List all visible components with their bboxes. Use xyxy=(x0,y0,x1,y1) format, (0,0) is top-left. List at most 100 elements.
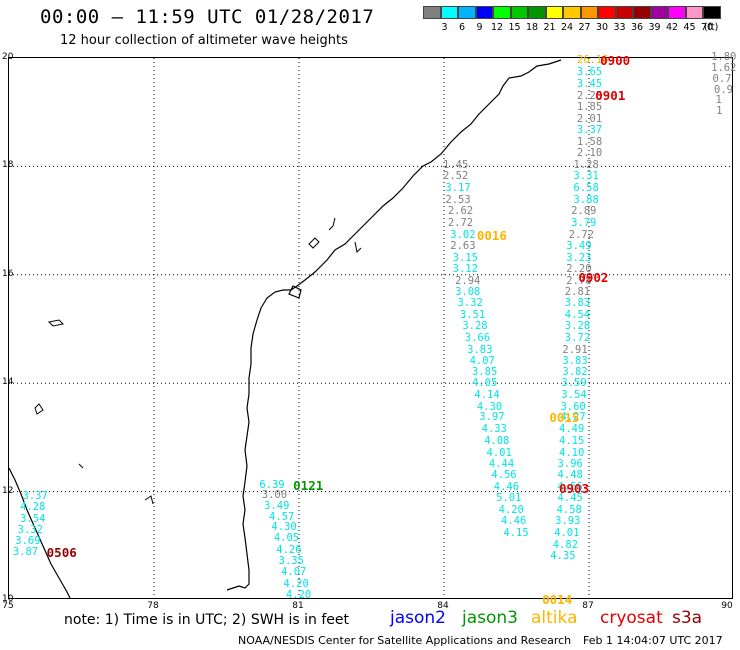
wave-height-label: 4.07 xyxy=(469,354,495,367)
wave-height-label: 4.15 xyxy=(503,526,529,539)
wave-height-label: 3.37 xyxy=(576,124,603,137)
wave-height-label: 3.54 xyxy=(561,389,587,402)
longitude-tick: 81 xyxy=(292,601,304,611)
wave-height-label: 3.83 xyxy=(564,297,591,310)
satellite-jason3: jason3 xyxy=(462,608,518,628)
wave-height-label: 2.89 xyxy=(571,205,597,218)
wave-height-label: 4.20 xyxy=(498,503,524,516)
map-title: 00:00 – 11:59 UTC 01/28/2017 xyxy=(40,6,375,28)
legend-label: 21 xyxy=(543,22,556,33)
legend-swatch xyxy=(528,6,546,19)
legend-label: 70 xyxy=(700,22,714,33)
map-canvas xyxy=(9,58,732,598)
wave-height-label: 3.83 xyxy=(562,354,588,367)
legend-swatch xyxy=(458,6,476,19)
legend-label: 30 xyxy=(595,22,609,33)
longitude-tick: 84 xyxy=(437,601,449,611)
india-east-coastline xyxy=(226,59,562,591)
wave-height-label: 3.60 xyxy=(560,400,586,413)
wave-height-label: 3.12 xyxy=(452,262,478,275)
wave-height-legend xyxy=(423,6,721,19)
wave-height-label: 4.46 xyxy=(493,480,520,493)
wave-height-label: 3.32 xyxy=(457,297,483,310)
wave-height-label: 3.88 xyxy=(573,194,599,207)
inland-feature-6 xyxy=(144,495,154,505)
footer-credit: NOAA/NESDIS Center for Satellite Applica… xyxy=(238,634,572,647)
wave-height-label: 3.83 xyxy=(467,343,493,356)
wave-height-label: 3.65 xyxy=(576,66,603,79)
wave-height-label: 2.81 xyxy=(564,285,591,298)
longitude-tick: 75 xyxy=(2,601,14,611)
pass-time-label: 0901 xyxy=(595,87,626,103)
satellite-jason2: jason2 xyxy=(390,608,446,628)
wave-height-label: 6.39 xyxy=(259,479,285,492)
legend-swatch xyxy=(685,6,703,19)
wave-height-label: 1.62 xyxy=(711,61,737,74)
longitude-tick: 90 xyxy=(721,601,733,611)
wave-height-label: 4.10 xyxy=(559,446,585,459)
pass-time-label: 0016 xyxy=(476,227,507,243)
latitude-tick: 10 xyxy=(2,594,14,604)
satellite-cryosat: cryosat xyxy=(600,608,663,628)
wave-height-label: 4.57 xyxy=(269,510,295,523)
wave-height-label: 4.20 xyxy=(285,589,312,602)
wave-height-label: 2.72 xyxy=(568,228,594,241)
wave-height-label: 2.20 xyxy=(566,262,592,275)
legend-labels: 3 6 9 12 15 18 21 24 27 30 33 36 39 42 45 70 xyxy=(423,22,740,36)
wave-height-label: 6.58 xyxy=(573,182,599,195)
legend-swatch xyxy=(668,6,686,19)
wave-height-label: 3.85 xyxy=(472,365,498,378)
legend-label: 18 xyxy=(525,22,539,33)
latitude-tick: 16 xyxy=(2,268,14,279)
legend-swatch xyxy=(703,6,721,19)
satellite-altika: altika xyxy=(531,608,578,628)
legend-swatch xyxy=(580,6,598,19)
pass-time-label: 0015 xyxy=(549,410,580,426)
legend-swatch xyxy=(440,6,458,19)
wave-height-label: 3.96 xyxy=(557,457,583,470)
wave-height-label: 2.52 xyxy=(443,170,469,183)
inland-feature-3 xyxy=(47,319,65,327)
wave-height-label: 3.37 xyxy=(22,490,48,503)
wave-height-label: 4.82 xyxy=(552,538,578,551)
wave-height-label: 26.16 xyxy=(576,54,609,67)
wave-height-label: 4.07 xyxy=(281,566,307,579)
wave-height-label: 3.02 xyxy=(450,228,476,241)
inland-feature-4 xyxy=(34,403,44,415)
wave-height-label: 2.53 xyxy=(445,194,471,207)
wave-height-label: 4.26 xyxy=(276,543,302,556)
wave-height-label: 3.35 xyxy=(278,555,304,568)
pass-time-label: 0900 xyxy=(600,53,631,69)
wave-height-label: 4.05 xyxy=(273,532,300,545)
wave-height-label: 2.72 xyxy=(447,216,474,229)
wave-height-label: 4.54 xyxy=(564,308,591,321)
wave-height-label: 3.49 xyxy=(566,239,592,252)
wave-height-label: 3.32 xyxy=(17,523,43,536)
legend-swatch xyxy=(650,6,668,19)
wave-height-label: 4.44 xyxy=(488,457,515,470)
wave-height-label: 4.30 xyxy=(476,400,503,413)
legend-label: 15 xyxy=(508,22,521,33)
pass-time-label: 0506 xyxy=(46,545,77,561)
wave-height-label: 4.35 xyxy=(550,550,576,563)
wave-height-label: 4.48 xyxy=(557,469,583,482)
wave-height-label: 4.08 xyxy=(484,434,510,447)
legend-label: 36 xyxy=(630,22,644,33)
wave-height-label: 4.01 xyxy=(486,446,512,459)
wave-height-label: 1 xyxy=(715,94,722,107)
footer-timestamp: Feb 1 14:04:07 UTC 2017 xyxy=(583,634,723,647)
legend-swatch xyxy=(633,6,651,19)
latitude-tick: 18 xyxy=(2,160,14,171)
wave-height-label: 5.01 xyxy=(496,492,522,505)
legend-swatch xyxy=(510,6,528,19)
inland-feature-1 xyxy=(328,217,336,231)
wave-height-label: 2.01 xyxy=(576,112,603,125)
wave-height-label: 3.17 xyxy=(445,182,471,195)
latitude-tick: 12 xyxy=(2,485,14,496)
pass-time-label: 0902 xyxy=(578,270,609,286)
legend-label: 45 xyxy=(683,22,696,33)
wave-height-label: 2.25 xyxy=(576,90,603,103)
legend-label: 24 xyxy=(560,22,574,33)
wave-height-label: 1.58 xyxy=(576,135,603,148)
wave-height-label: 3.79 xyxy=(571,216,597,229)
